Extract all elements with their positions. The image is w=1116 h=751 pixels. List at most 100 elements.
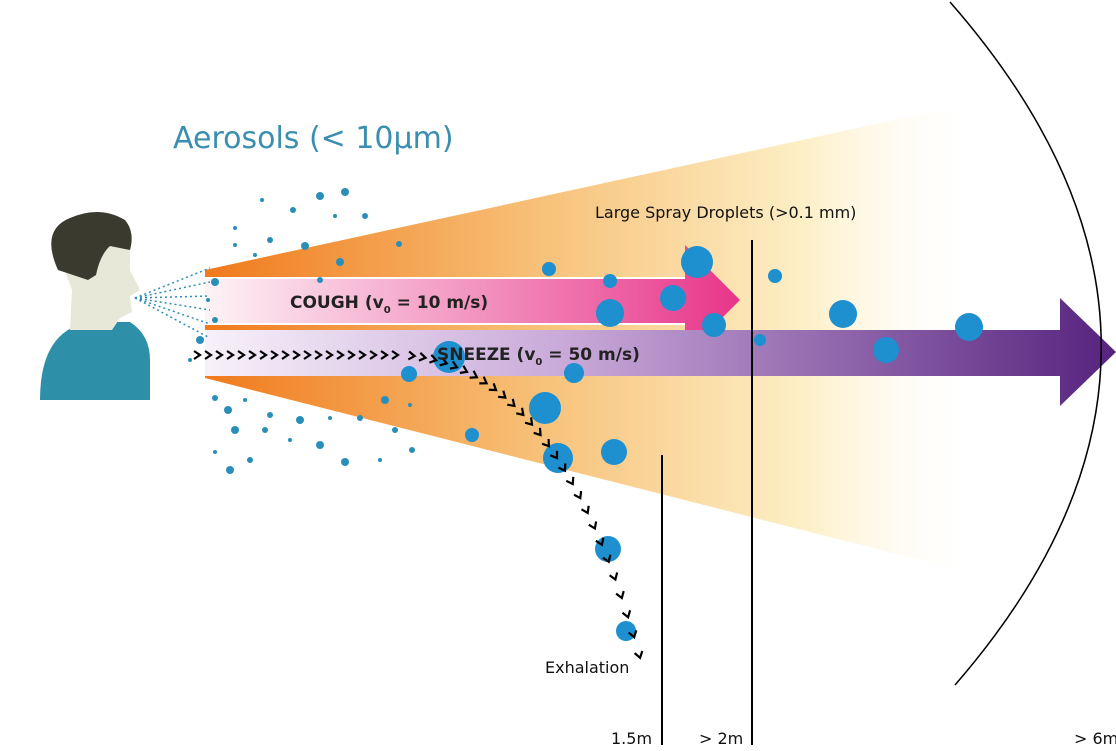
chevron: [259, 350, 268, 360]
aerosol: [296, 416, 304, 424]
aerosol: [378, 458, 382, 462]
aerosol: [357, 415, 363, 421]
chevron: [627, 629, 638, 640]
aerosol: [408, 403, 412, 407]
chevron: [488, 382, 498, 392]
breath: [134, 281, 211, 299]
aerosol: [262, 427, 268, 433]
droplet: [616, 621, 636, 641]
range-arc: [949, 1, 1102, 686]
aerosol: [288, 438, 292, 442]
chevron: [633, 650, 644, 660]
chevron: [429, 354, 439, 364]
distance-label: > 2m: [699, 729, 743, 748]
aerosol: [233, 226, 237, 230]
chevron: [516, 407, 525, 417]
aerosol: [213, 450, 217, 454]
aerosols-title: Aerosols (< 10μm): [173, 121, 454, 156]
exhalation-label: Exhalation: [545, 658, 629, 677]
person: [40, 211, 150, 400]
chevron: [407, 350, 417, 361]
aerosol: [317, 277, 323, 283]
droplet: [601, 439, 627, 465]
chevron: [449, 360, 459, 370]
chevron: [573, 490, 583, 500]
aerosol: [224, 406, 232, 414]
chevron: [281, 350, 290, 360]
chevron: [602, 554, 612, 564]
chevron: [580, 505, 590, 515]
chevron: [615, 590, 625, 600]
chevron: [193, 350, 202, 360]
droplet: [660, 285, 686, 311]
droplet: [873, 337, 899, 363]
aerosol: [196, 336, 204, 344]
chevron: [469, 370, 479, 379]
breath: [134, 297, 211, 311]
aerosol: [231, 426, 239, 434]
chevron: [418, 352, 428, 362]
cough-arrow: [205, 245, 740, 355]
aerosol: [260, 198, 264, 202]
droplet: [768, 269, 782, 283]
aerosol: [333, 214, 337, 218]
chevron: [524, 417, 534, 427]
aerosol: [267, 237, 273, 243]
droplet: [401, 366, 417, 382]
aerosol: [316, 192, 324, 200]
chevron: [479, 376, 489, 385]
aerosol: [336, 258, 344, 266]
droplet: [465, 428, 479, 442]
aerosol: [290, 207, 296, 213]
droplets-label: Large Spray Droplets (>0.1 mm): [595, 203, 856, 222]
chevron: [557, 463, 567, 473]
aerosol: [341, 458, 349, 466]
chevron: [204, 350, 213, 360]
droplet: [829, 300, 857, 328]
droplet: [955, 313, 983, 341]
droplet: [542, 262, 556, 276]
distance-label: 1.5m: [611, 729, 652, 748]
chevron: [226, 350, 235, 360]
aerosol: [396, 241, 402, 247]
sneeze-arrow: [205, 298, 1116, 406]
droplet: [596, 299, 624, 327]
chevron: [621, 609, 632, 620]
aerosol: [341, 188, 349, 196]
chevron: [325, 350, 334, 360]
exhalation-path: [193, 350, 644, 660]
aerosol: [381, 396, 389, 404]
sneeze-label: SNEEZE (v0 = 50 m/s): [437, 345, 640, 368]
aerosol: [362, 213, 368, 219]
breath: [134, 267, 211, 299]
chevron: [358, 350, 367, 360]
chevron: [303, 350, 312, 360]
aerosol: [409, 447, 415, 453]
chevron: [498, 390, 507, 399]
distance-label: > 6m: [1074, 729, 1116, 748]
chevron: [237, 350, 246, 360]
aerosol: [243, 398, 247, 402]
cough-label: COUGH (v0 = 10 m/s): [290, 293, 488, 316]
chevron: [533, 427, 542, 437]
chevron: [380, 350, 389, 360]
droplet: [681, 246, 713, 278]
droplet: [564, 363, 584, 383]
aerosol: [212, 317, 218, 323]
chevron: [347, 350, 356, 360]
chevron: [270, 350, 279, 360]
chevron: [391, 350, 400, 360]
droplets: [134, 188, 983, 641]
chevron: [565, 476, 575, 486]
aerosol: [301, 242, 309, 250]
aerosol: [328, 416, 332, 420]
chevron: [459, 365, 469, 374]
aerosol: [392, 427, 398, 433]
aerosol: [233, 243, 237, 247]
aerosol: [247, 457, 253, 463]
chevron: [215, 350, 224, 360]
chevron: [595, 537, 605, 547]
chevron: [549, 450, 559, 460]
chevron: [369, 350, 378, 360]
